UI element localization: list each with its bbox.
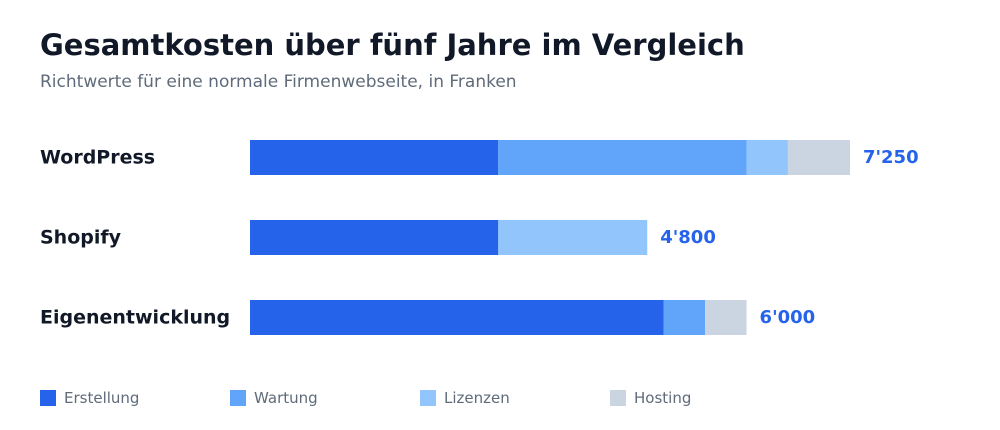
category-label-wordpress: WordPress (40, 147, 155, 169)
bar-eigenentwicklung-wartung (663, 300, 706, 335)
bar-wordpress-lizenzen (746, 140, 788, 175)
legend-label-wartung: Wartung (254, 389, 318, 407)
stacked-bar-chart: WordPress 7'250 Shopify 4'800 Eigenentwicklu… (40, 140, 919, 335)
chart-subtitle: Richtwerte für eine normale Firmenwebsei… (40, 72, 517, 92)
bar-eigenentwicklung-hosting (705, 300, 747, 335)
legend-item-wartung: Wartung (230, 389, 318, 407)
legend-swatch-hosting (610, 390, 626, 406)
bar-wordpress-erstellung (250, 140, 499, 175)
legend-swatch-wartung (230, 390, 246, 406)
legend-swatch-erstellung (40, 390, 56, 406)
bar-eigenentwicklung-erstellung (250, 300, 664, 335)
bar-shopify-erstellung (250, 220, 499, 255)
legend-item-hosting: Hosting (610, 389, 691, 407)
legend-label-hosting: Hosting (634, 389, 692, 407)
legend-item-erstellung: Erstellung (40, 389, 139, 407)
total-label-shopify: 4'800 (660, 227, 716, 248)
total-label-wordpress: 7'250 (863, 147, 919, 168)
category-label-shopify: Shopify (40, 227, 122, 249)
legend-label-lizenzen: Lizenzen (444, 389, 510, 407)
legend-item-lizenzen: Lizenzen (420, 389, 510, 407)
legend-swatch-lizenzen (420, 390, 436, 406)
bar-wordpress-wartung (498, 140, 747, 175)
bar-shopify-lizenzen (498, 220, 648, 255)
chart-title: Gesamtkosten über fünf Jahre im Vergleic… (40, 28, 745, 62)
category-label-eigenentwicklung: Eigenentwicklung (40, 307, 230, 329)
total-label-eigenentwicklung: 6'000 (760, 307, 816, 328)
legend-label-erstellung: Erstellung (64, 389, 140, 407)
legend: Erstellung Wartung Lizenzen Hosting (40, 389, 960, 409)
bar-wordpress-hosting (787, 140, 850, 175)
